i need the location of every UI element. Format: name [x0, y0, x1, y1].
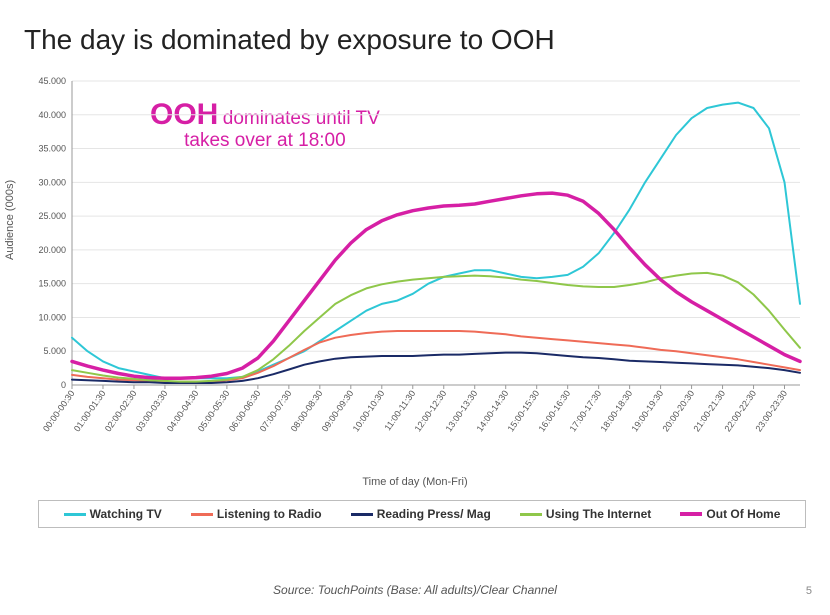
svg-text:09:00-09:30: 09:00-09:30 [320, 388, 356, 433]
svg-text:18:00-18:30: 18:00-18:30 [599, 388, 635, 433]
svg-text:02:00-02:30: 02:00-02:30 [103, 388, 139, 433]
page-title: The day is dominated by exposure to OOH [24, 24, 555, 56]
svg-text:23:00-23:30: 23:00-23:30 [753, 388, 789, 433]
legend-label: Watching TV [90, 507, 162, 521]
svg-text:05:00-05:30: 05:00-05:30 [196, 388, 232, 433]
svg-text:12:00-12:30: 12:00-12:30 [413, 388, 449, 433]
legend-label: Using The Internet [546, 507, 651, 521]
svg-text:5.000: 5.000 [43, 346, 66, 356]
svg-text:04:00-04:30: 04:00-04:30 [165, 388, 201, 433]
svg-text:16:00-16:30: 16:00-16:30 [537, 388, 573, 433]
svg-text:20:00-20:30: 20:00-20:30 [660, 388, 696, 433]
line-chart: 0 5.000 10.000 15.000 20.000 25.000 30.000 35.0… [20, 65, 810, 495]
y-axis-label: Audience (000s) [4, 180, 16, 260]
svg-text:21:00-21:30: 21:00-21:30 [691, 388, 727, 433]
legend-swatch [64, 513, 86, 516]
x-axis-label: Time of day (Mon-Fri) [0, 476, 830, 488]
svg-text:35.000: 35.000 [38, 144, 66, 154]
legend-swatch [680, 512, 702, 516]
svg-text:15.000: 15.000 [38, 279, 66, 289]
legend-label: Reading Press/ Mag [377, 507, 491, 521]
svg-text:13:00-13:30: 13:00-13:30 [444, 388, 480, 433]
legend-item: Watching TV [64, 507, 162, 521]
legend-item: Listening to Radio [191, 507, 322, 521]
svg-text:07:00-07:30: 07:00-07:30 [258, 388, 294, 433]
page-number: 5 [806, 585, 812, 597]
svg-text:00:00-00:30: 00:00-00:30 [41, 388, 77, 433]
svg-text:14:00-14:30: 14:00-14:30 [475, 388, 511, 433]
legend-item: Out Of Home [680, 507, 780, 521]
svg-text:10:00-10:30: 10:00-10:30 [351, 388, 387, 433]
svg-text:30.000: 30.000 [38, 177, 66, 187]
legend-swatch [351, 513, 373, 516]
svg-text:20.000: 20.000 [38, 245, 66, 255]
legend-item: Using The Internet [520, 507, 651, 521]
svg-text:15:00-15:30: 15:00-15:30 [506, 388, 542, 433]
svg-text:01:00-01:30: 01:00-01:30 [72, 388, 108, 433]
source-text: Source: TouchPoints (Base: All adults)/C… [0, 583, 830, 597]
svg-text:10.000: 10.000 [38, 312, 66, 322]
svg-text:25.000: 25.000 [38, 211, 66, 221]
svg-text:22:00-22:30: 22:00-22:30 [722, 388, 758, 433]
chart-svg: 0 5.000 10.000 15.000 20.000 25.000 30.000 35.0… [20, 65, 810, 495]
svg-text:11:00-11:30: 11:00-11:30 [382, 388, 417, 432]
svg-text:19:00-19:30: 19:00-19:30 [629, 388, 665, 433]
svg-text:40.000: 40.000 [38, 110, 66, 120]
legend-swatch [191, 513, 213, 516]
svg-text:06:00-06:30: 06:00-06:30 [227, 388, 263, 433]
chart-legend: Watching TV Listening to Radio Reading Pre… [38, 500, 806, 528]
legend-label: Out Of Home [706, 507, 780, 521]
svg-text:03:00-03:30: 03:00-03:30 [134, 388, 170, 433]
svg-text:17:00-17:30: 17:00-17:30 [568, 388, 604, 433]
svg-text:0: 0 [61, 380, 66, 390]
svg-text:45.000: 45.000 [38, 76, 66, 86]
legend-item: Reading Press/ Mag [351, 507, 491, 521]
legend-swatch [520, 513, 542, 516]
svg-text:08:00-08:30: 08:00-08:30 [289, 388, 325, 433]
legend-label: Listening to Radio [217, 507, 322, 521]
